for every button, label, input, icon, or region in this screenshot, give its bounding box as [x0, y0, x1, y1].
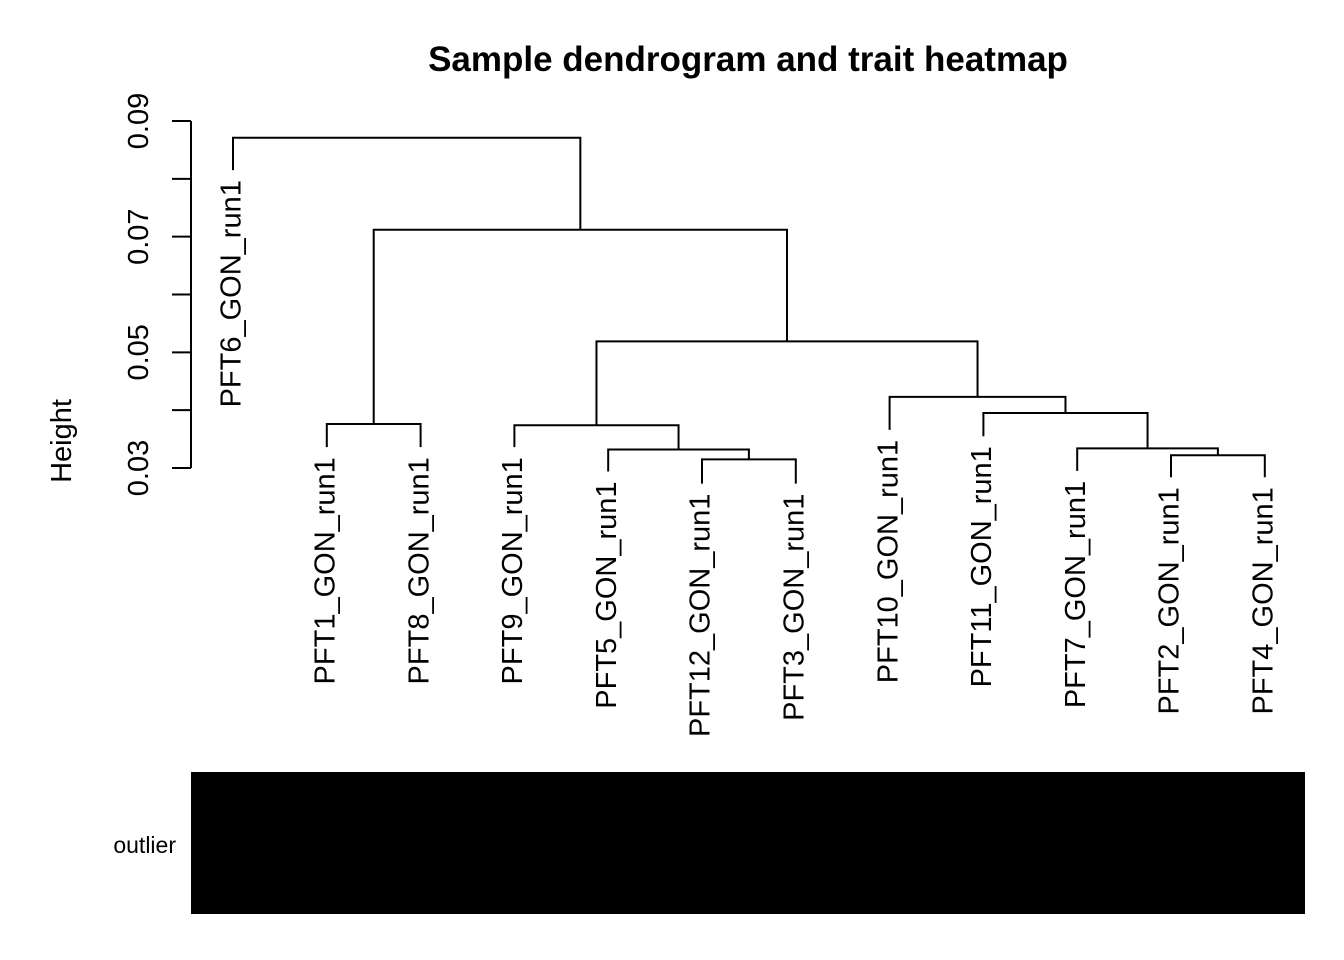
leaf-label: PFT11_GON_run1: [966, 446, 998, 687]
leaf-label: PFT10_GON_run1: [872, 440, 904, 683]
dendrogram-branch: [701, 458, 797, 484]
leaf-label: PFT4_GON_run1: [1247, 487, 1279, 714]
dendrogram-branch: [513, 424, 680, 450]
dendrogram-branch: [607, 448, 750, 472]
y-axis-label: Height: [46, 399, 78, 483]
leaf-label: PFT2_GON_run1: [1154, 487, 1186, 714]
leaf-label: PFT1_GON_run1: [309, 457, 341, 684]
leaf-label: PFT12_GON_run1: [685, 494, 717, 737]
dendrogram-branch: [372, 228, 789, 425]
trait-heatmap-row: [191, 772, 1305, 914]
leaf-label: PFT7_GON_run1: [1060, 481, 1092, 708]
dendrogram-tree: [232, 136, 1266, 484]
dendrogram-branch: [595, 340, 979, 426]
y-axis: 0.03 0.05 0.07 0.09: [123, 93, 192, 496]
chart-title: Sample dendrogram and trait heatmap: [428, 40, 1068, 79]
y-tick-label: 0.09: [123, 93, 155, 149]
y-tick-label: 0.05: [123, 324, 155, 380]
leaf-label: PFT5_GON_run1: [591, 481, 623, 708]
trait-label: outlier: [113, 832, 176, 858]
y-tick-label: 0.07: [123, 208, 155, 264]
dendrogram-branch: [982, 412, 1149, 449]
leaf-label: PFT8_GON_run1: [403, 457, 435, 684]
leaf-label: PFT9_GON_run1: [497, 457, 529, 684]
dendrogram-branch: [1076, 447, 1219, 471]
dendrogram-branch: [325, 423, 422, 448]
y-tick-label: 0.03: [123, 440, 155, 496]
dendrogram-branch: [232, 136, 582, 230]
leaf-label: PFT6_GON_run1: [216, 180, 248, 407]
leaf-labels: PFT6_GON_run1 PFT1_GON_run1 PFT8_GON_run1 P…: [216, 180, 1280, 737]
leaf-label: PFT3_GON_run1: [778, 494, 810, 721]
trait-heatmap: outlier: [113, 772, 1305, 914]
dendrogram-branch: [1170, 454, 1266, 478]
